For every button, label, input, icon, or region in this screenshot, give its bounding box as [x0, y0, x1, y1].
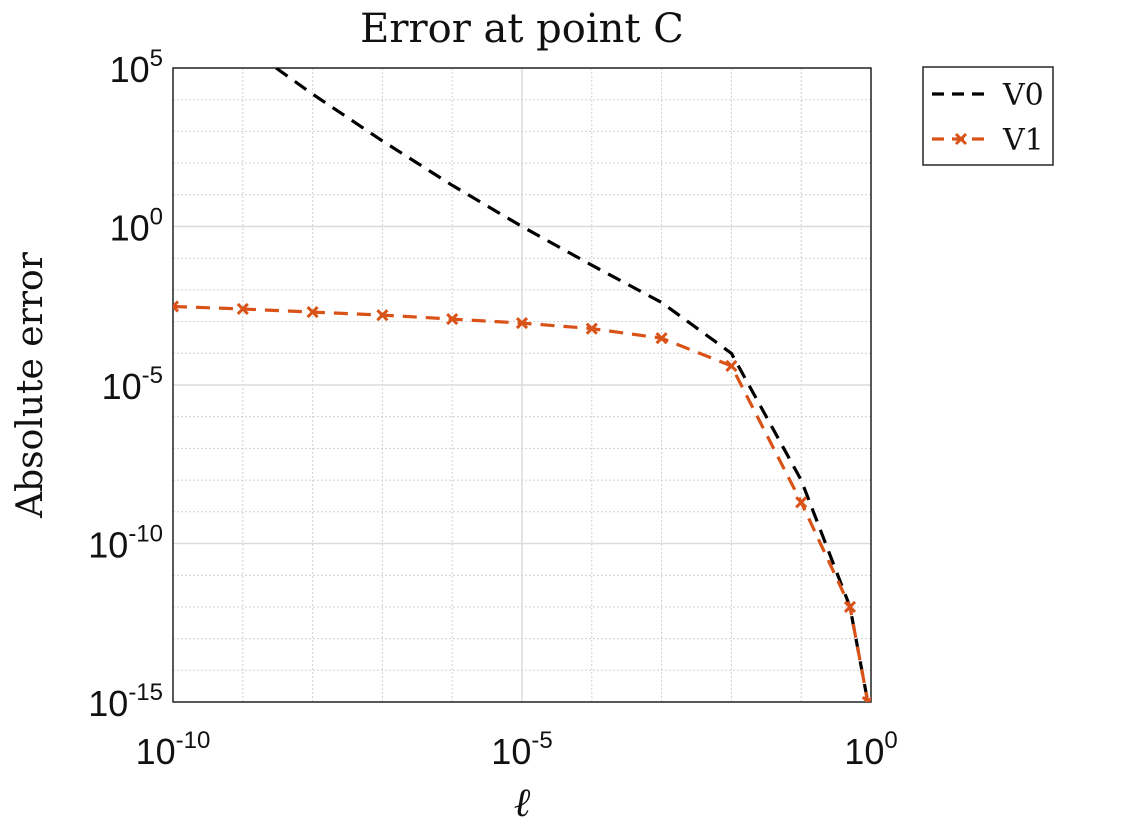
- data-point-V1: [173, 300, 180, 313]
- x-tick-label: 100: [844, 727, 897, 772]
- plot-frame: [172, 67, 872, 703]
- data-point-V1: [446, 313, 459, 326]
- series-line-V0: [275, 68, 870, 702]
- data-point-V1: [376, 309, 389, 322]
- chart-title: Error at point C: [360, 6, 684, 52]
- data-point-V1: [861, 695, 871, 702]
- x-axis-label: ℓ: [514, 780, 531, 826]
- series-line-V1: [173, 304, 870, 702]
- grid: [172, 67, 872, 703]
- data-point-V1: [306, 305, 319, 319]
- data-point-V1: [795, 496, 808, 509]
- data-point-V1: [655, 332, 668, 345]
- data-point-V1: [725, 359, 738, 372]
- y-tick-label: 105: [110, 45, 163, 90]
- legend-marker-V1: [954, 132, 968, 146]
- y-tick-label: 10-10: [88, 521, 163, 566]
- y-axis-label: Absolute error: [10, 251, 51, 519]
- y-tick-label: 100: [110, 204, 163, 249]
- x-tick-label: 10-5: [491, 727, 552, 772]
- data-point-V1: [585, 322, 598, 335]
- x-tick-label: 10-10: [136, 727, 211, 772]
- legend-label-V0: V0: [1002, 78, 1044, 113]
- series: [173, 68, 871, 702]
- y-tick-label: 10-5: [102, 362, 163, 407]
- data-point-V1: [515, 316, 529, 330]
- y-tick-label: 10-15: [88, 679, 163, 724]
- data-point-V1: [843, 600, 857, 613]
- legend-label-V1: V1: [1002, 123, 1044, 158]
- legend-box: [922, 66, 1054, 166]
- series-V0: [275, 68, 870, 702]
- series-V1: [173, 300, 871, 702]
- data-point-V1: [236, 302, 249, 316]
